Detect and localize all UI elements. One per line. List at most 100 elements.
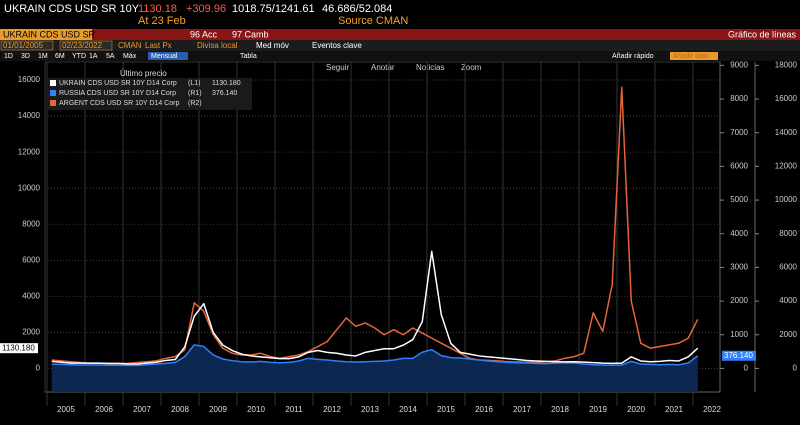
x-tick-label: 2014 <box>399 405 417 414</box>
value-label: 1130.180 <box>2 343 35 352</box>
ticker: UKRAIN CDS USD SR 10Y <box>4 3 140 15</box>
x-tick-label: 2020 <box>627 405 645 414</box>
y2-tick-label: 0 <box>744 364 749 373</box>
y2-tick-label: 7000 <box>730 128 748 137</box>
add-data-box[interactable] <box>670 52 718 60</box>
y-tick-label: 10000 <box>18 183 41 192</box>
y2-tick-label: 4000 <box>730 229 748 238</box>
x-tick-label: 2011 <box>285 405 303 414</box>
menu-item[interactable]: 97 Camb <box>232 29 269 39</box>
y3-tick-label: 18000 <box>775 60 798 69</box>
x-tick-label: 2021 <box>665 405 683 414</box>
price: 1130.18 <box>138 3 177 15</box>
periods-bar <box>0 51 800 61</box>
chart-type[interactable]: Gráfico de líneas <box>728 29 797 39</box>
y3-tick-label: 0 <box>793 364 798 373</box>
add-data[interactable]: Añadir dato <box>673 53 709 60</box>
period-button[interactable]: Máx <box>123 53 137 60</box>
legend-box <box>47 78 252 110</box>
period-button[interactable]: 5A <box>106 53 115 60</box>
y3-tick-label: 16000 <box>775 94 798 103</box>
security[interactable]: UKRAIN CDS USD SR <box>3 29 96 39</box>
y2-tick-label: 3000 <box>730 263 748 272</box>
value-label: 376.140 <box>724 351 753 360</box>
y-tick-label: 12000 <box>18 147 41 156</box>
y3-tick-label: 2000 <box>779 330 797 339</box>
end-date[interactable]: 02/23/2022 <box>62 41 103 50</box>
table-button[interactable]: Tabla <box>240 53 257 60</box>
x-tick-label: 2005 <box>57 405 75 414</box>
legend-axis: (L1) <box>188 80 200 87</box>
legend-value: 1130.180 <box>212 80 241 87</box>
area <box>51 344 698 392</box>
y2-tick-label: 2000 <box>730 296 748 305</box>
y2-tick-label: 6000 <box>730 161 748 170</box>
currency-select[interactable]: Divisa local <box>197 41 238 50</box>
period-button[interactable]: YTD <box>72 53 86 60</box>
x-tick-label: 2013 <box>361 405 379 414</box>
legend-label: ARGENT CDS USD SR 10Y D14 Corp <box>59 100 179 107</box>
period-button[interactable]: 1A <box>89 53 98 60</box>
y-tick-label: 14000 <box>18 111 41 120</box>
legend-axis: (R1) <box>188 90 202 97</box>
y-tick-label: 6000 <box>22 255 40 264</box>
x-tick-label: 2010 <box>247 405 265 414</box>
frequency[interactable]: Mensual <box>151 53 178 60</box>
menu-item[interactable]: 96 Acc <box>190 29 218 39</box>
legend-value: 376.140 <box>212 90 237 97</box>
y3-tick-label: 8000 <box>779 229 797 238</box>
moving-avg[interactable]: Med móv <box>256 41 289 50</box>
y-tick-label: 0 <box>36 364 41 373</box>
line <box>51 86 699 365</box>
line <box>51 250 699 365</box>
line <box>51 344 699 367</box>
legend-swatch <box>50 90 56 96</box>
frequency-box[interactable] <box>148 52 188 60</box>
period-button[interactable]: 6M <box>55 53 65 60</box>
legend-label: RUSSIA CDS USD SR 10Y D14 Corp <box>59 90 176 97</box>
end-box[interactable] <box>59 40 113 51</box>
legend-label: UKRAIN CDS USD SR 10Y D14 Corp <box>59 80 177 87</box>
legend-axis: (R2) <box>188 100 202 107</box>
y3-tick-label: 4000 <box>779 296 797 305</box>
menu-bar <box>0 29 800 40</box>
value-tag <box>0 343 38 354</box>
events[interactable]: Eventos clave <box>312 41 362 50</box>
y-tick-label: 4000 <box>22 292 40 301</box>
tool-button[interactable]: Noticias <box>416 63 444 72</box>
range: 1018.75/1241.61 <box>232 3 315 15</box>
x-tick-label: 2009 <box>209 405 227 414</box>
y2-tick-label: 5000 <box>730 195 748 204</box>
tool-button[interactable]: Seguir <box>326 63 349 72</box>
x-tick-label: 2022 <box>703 405 721 414</box>
tool-button[interactable]: Anotar <box>371 63 395 72</box>
x-tick-label: 2018 <box>551 405 569 414</box>
security-box[interactable] <box>0 29 92 40</box>
period-button[interactable]: 1D <box>4 53 13 60</box>
controls-bar <box>0 40 800 51</box>
change: +309.96 <box>186 3 226 15</box>
y3-tick-label: 14000 <box>775 128 798 137</box>
start-box[interactable] <box>0 40 54 51</box>
y3-tick-label: 10000 <box>775 195 798 204</box>
time: At 23 Feb <box>138 15 186 27</box>
x-tick-label: 2006 <box>95 405 113 414</box>
period-button[interactable]: 1M <box>38 53 48 60</box>
x-tick-label: 2015 <box>437 405 455 414</box>
period-button[interactable]: 3D <box>21 53 30 60</box>
bid-ask: 46.686/52.084 <box>322 3 392 15</box>
y3-tick-label: 12000 <box>775 161 798 170</box>
y-tick-label: 8000 <box>22 219 40 228</box>
x-tick-label: 2008 <box>171 405 189 414</box>
value-tag <box>722 350 756 361</box>
source-select[interactable]: CMAN <box>118 41 142 50</box>
tool-button[interactable]: Zoom <box>461 63 482 72</box>
start-date[interactable]: 01/01/2005 <box>3 41 44 50</box>
x-tick-label: 2019 <box>589 405 607 414</box>
x-tick-label: 2016 <box>475 405 493 414</box>
quick-add[interactable]: Añadir rápido <box>612 53 654 60</box>
field-select[interactable]: Last Px <box>145 41 172 50</box>
y2-tick-label: 8000 <box>730 94 748 103</box>
x-tick-label: 2007 <box>133 405 151 414</box>
